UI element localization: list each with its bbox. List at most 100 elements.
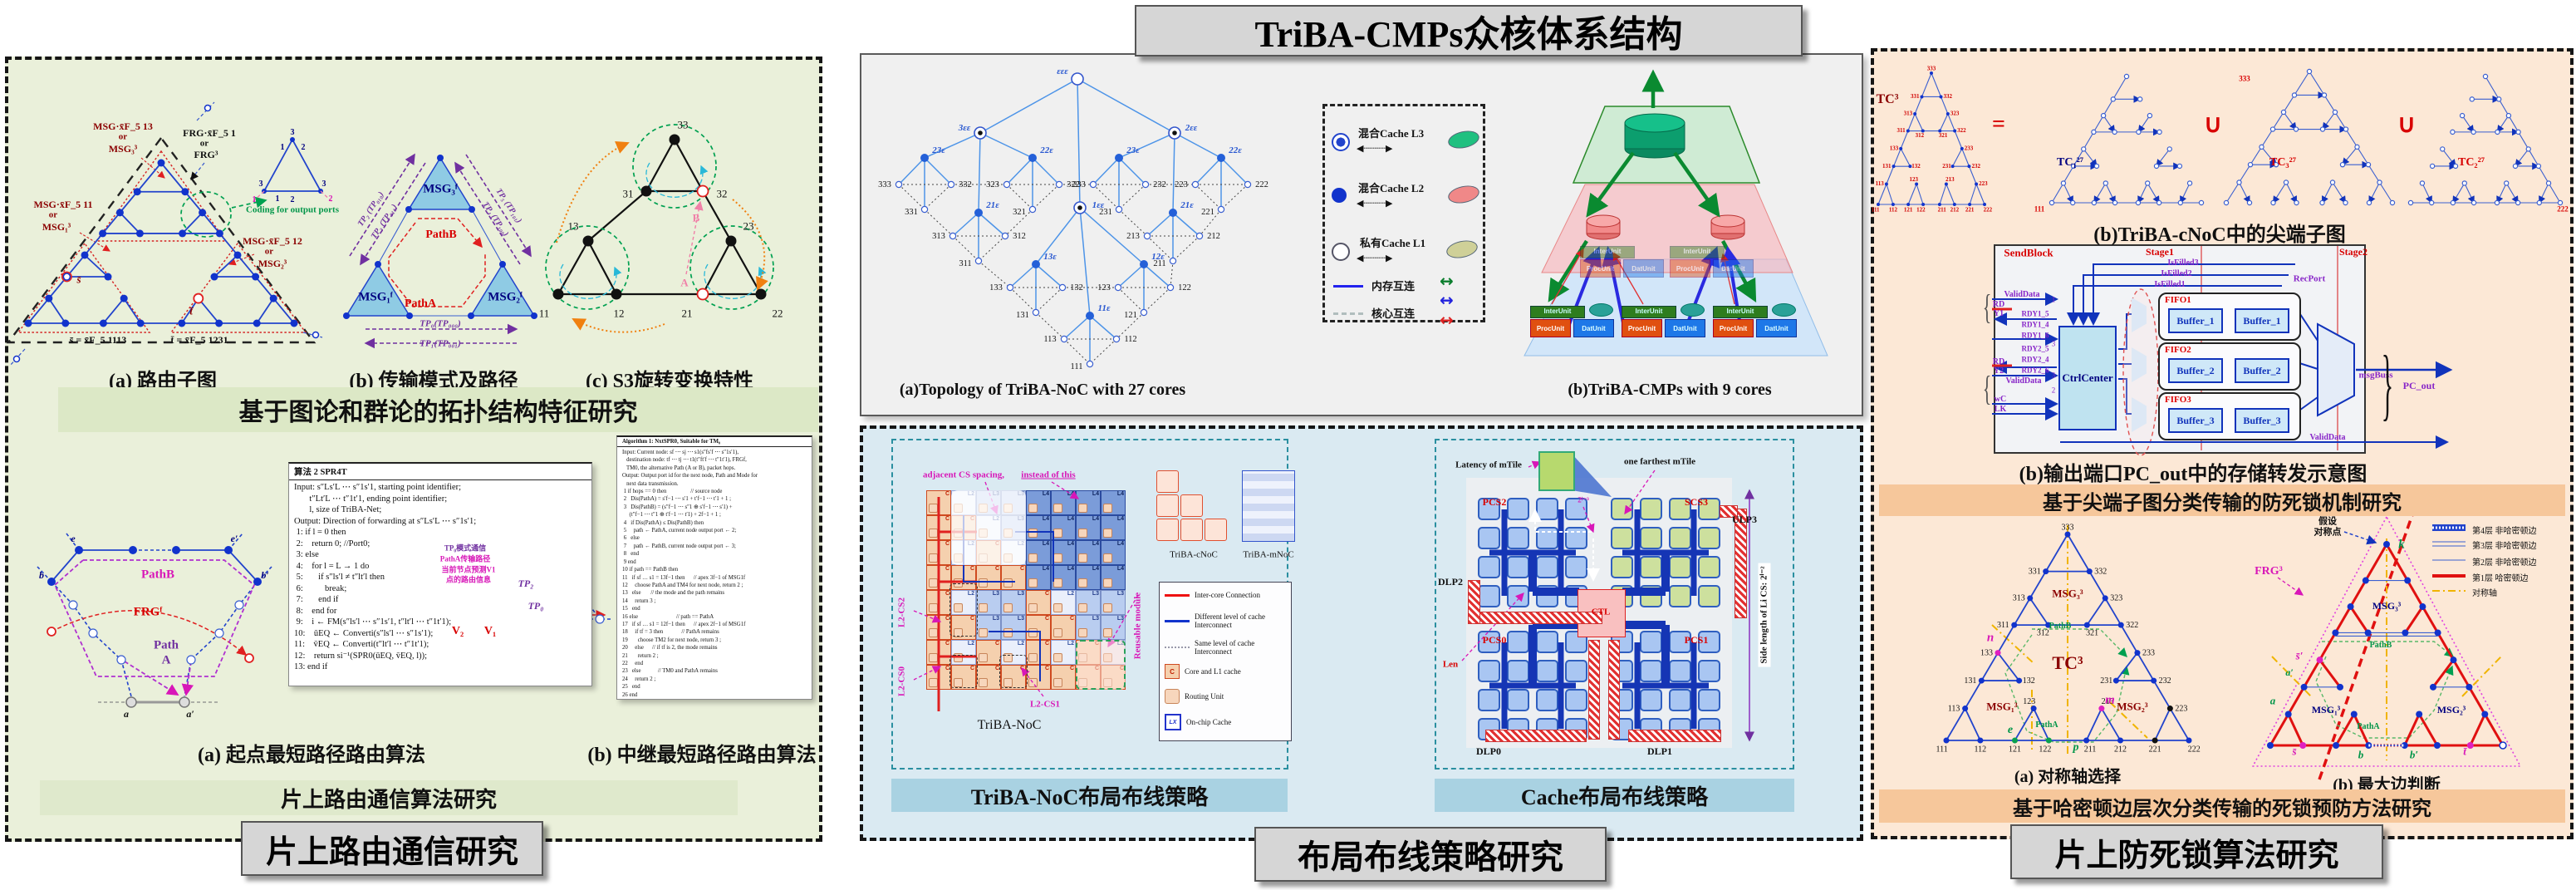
diagram-label: 12 (613, 307, 625, 320)
diagram-label: TriBA-cNoC (1170, 549, 1218, 560)
mtile (1611, 498, 1633, 520)
diagram-label: DLP0 (1476, 745, 1501, 757)
diagram-label: instead of this (1021, 470, 1076, 480)
l2-cache-icon (1332, 188, 1347, 203)
l2-cs-outline (949, 583, 978, 637)
ctl-path (1608, 640, 1620, 740)
diagram-label: DLP1 (1647, 745, 1672, 757)
noc-cell-C: C (926, 515, 951, 540)
procunit-box: ProcUnit (1580, 259, 1621, 278)
algorithm-line: 16 else // path == PathA (622, 613, 714, 620)
datunit-box: DatUnit (1573, 319, 1614, 337)
diagram-label: PCS2 (1482, 496, 1507, 508)
noc-legend: Inter-core Connection Different level of… (1159, 582, 1292, 741)
diagram-label: 32 (716, 187, 728, 200)
diagram-label: wC (1994, 395, 2007, 404)
diagram-label: 对称点 (2313, 527, 2342, 538)
diagram-label: 2 (301, 143, 306, 152)
diagram-label: 3 (290, 128, 295, 137)
diagram-label: TC³ (2052, 652, 2083, 673)
legend-item: Inter-core Connection (1195, 591, 1261, 599)
diagram-label: one farthest mTile (1624, 456, 1695, 467)
mtile (1640, 585, 1662, 607)
buffer-box: Buffer_2 (2168, 358, 2223, 383)
buffer-box: Buffer_1 (2168, 308, 2223, 333)
noc-cell-L3: L3 (976, 615, 1001, 640)
diagram-label: Latency of mTile (1455, 460, 1522, 470)
diagram-label: TP₀ (527, 600, 544, 612)
algorithm-line: 8: end for (294, 606, 337, 616)
legend-item: Core and L1 cache (1185, 666, 1241, 676)
mtile (1507, 556, 1529, 578)
fifo1-label: FIFO1 (2165, 295, 2191, 305)
noc-cell-C: C (926, 640, 951, 665)
mtile (1507, 498, 1529, 520)
mtile (1611, 556, 1633, 578)
core-unit-group: InterUnit ProcUnit DatUnit (1622, 303, 1708, 342)
interunit-box: InterUnit (1530, 306, 1585, 318)
diagram-label: b (2358, 748, 2364, 761)
l2-cs-outline (999, 655, 1028, 688)
algorithm-line: 23 else // TM0 and PathA remains (622, 668, 718, 675)
diagram-label: ∪ (2397, 111, 2416, 138)
algorithm-line: 11 if sf … s1 = 13f−1 then // apex 3f−1 … (622, 574, 746, 581)
noc-cell-C: C (926, 615, 951, 640)
mtile (1478, 498, 1500, 520)
algorithm-line: 14 return 3 ; (622, 597, 656, 604)
noc-cell-L4: L4 (1026, 515, 1051, 540)
diagram-label: p (2073, 741, 2079, 754)
algorithm-line: 1 if hops == 0 then // source node (622, 489, 723, 495)
diagram-label: 333 (2239, 74, 2250, 83)
diagram-label: TP₂ (518, 578, 534, 589)
legend-mem-label: 内存互连 (1371, 280, 1416, 293)
ctrlcenter-box: CtrlCenter (2058, 326, 2117, 430)
ulp3-path (1735, 509, 1747, 618)
diagram-label: 1 (2051, 295, 2056, 304)
diagram-label: s̄ (2292, 745, 2297, 758)
diagram-label: MSG₁³ (1986, 700, 2018, 713)
noc-cell-L4: L4 (1076, 540, 1101, 565)
algorithm-line: 19 choose TM2 for next node, return 3 ; (622, 637, 721, 643)
diagram-label: 2 (328, 194, 333, 204)
mtile (1536, 689, 1558, 711)
dlp2-path (1468, 580, 1480, 624)
diagram-label: PathA (404, 297, 437, 310)
diagram-label: ValidData (2005, 376, 2042, 386)
mtile (1565, 556, 1587, 578)
diagram-label: RDY1_6 (2021, 331, 2049, 340)
diagram-label: { (1982, 287, 1992, 327)
diagram-label: PathB (2049, 622, 2072, 631)
diagram-label: k (2398, 538, 2405, 552)
diagram-label: PC_out (2402, 380, 2436, 391)
datunit-box: DatUnit (1756, 319, 1797, 337)
diagram-label: MSG₃³ (2372, 600, 2402, 612)
legend-item: On-chip Cache (1186, 717, 1232, 726)
datunit-box: DatUnit (1623, 259, 1664, 278)
noc-cell-L2: L2 (951, 640, 976, 665)
noc-cell-L4: L4 (1026, 540, 1051, 565)
diagram-label: 1 (252, 195, 257, 204)
mtile (1536, 527, 1558, 549)
mtile (1669, 556, 1691, 578)
mtile (1669, 585, 1691, 607)
diagram-label: TC³ (1876, 92, 1899, 106)
diagram-label: L2-CS0 (896, 666, 907, 697)
algorithm-line: 4 if Dis(PathA) ≤ Dis(PathB) then (622, 519, 704, 526)
legend-item: Routing Unit (1185, 691, 1224, 701)
noc-cell-C: C (976, 665, 1001, 690)
diagram-label: RDY2_5 (2021, 344, 2049, 353)
algorithm-line: 2 Dis(PathA) = s′f−1 ⋯ s′1 + t′f−1 ⋯ t′1… (622, 496, 732, 503)
routing-unit-icon (1165, 689, 1180, 704)
diagram-label: Coding for output ports (246, 204, 339, 215)
diagram-label: 13 (567, 219, 579, 233)
green-double-arrow-icon: ↔ (1440, 271, 1454, 291)
diagram-label: 3 (321, 179, 326, 189)
diagram-label: RD (1992, 357, 2005, 366)
noc-cell-L2: L2 (951, 590, 976, 615)
noc-cell-C: C (926, 590, 951, 615)
diagram-label: 11 (538, 307, 550, 320)
interunit-box: InterUnit (1622, 306, 1676, 318)
diagram-label: A (680, 276, 689, 289)
core-unit-group-ghost: InterUnit ProcUnit DatUnit (1580, 246, 1666, 283)
algorithm-line: 13: end if (294, 662, 328, 671)
